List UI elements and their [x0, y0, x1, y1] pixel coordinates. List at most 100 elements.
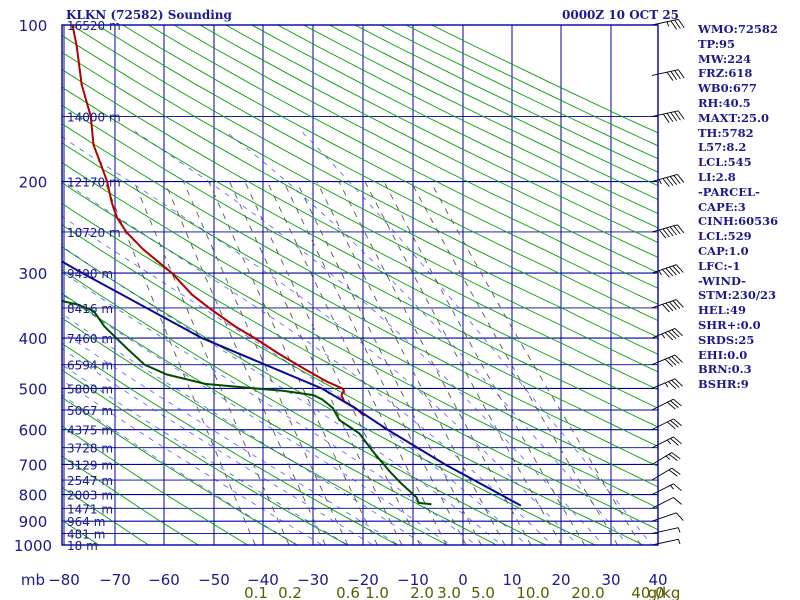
dry-adiabat-340 — [62, 162, 658, 488]
dry-adiabat-250 — [62, 369, 349, 545]
barb-flag — [666, 71, 674, 81]
height-label-100: 16520 m — [67, 19, 121, 33]
dry-adiabat-270 — [62, 317, 449, 545]
moist-adiabat--25 — [62, 379, 323, 545]
dry-adiabat-260 — [62, 342, 399, 545]
barb-flag — [668, 330, 677, 339]
barb-shaft — [651, 512, 677, 522]
dry-adiabat-310 — [62, 224, 645, 545]
dry-adiabat-230 — [62, 425, 249, 545]
barb-flag — [673, 398, 682, 407]
mixing-ratio-0.6 — [182, 181, 349, 545]
barb-shaft — [651, 418, 674, 431]
barb-flag — [674, 70, 681, 80]
wind-barb-450 — [651, 354, 683, 367]
mixing-ratio-15 — [364, 181, 563, 545]
stat-14: LCL:529 — [698, 229, 752, 244]
height-label-900: 964 m — [67, 515, 105, 529]
barb-flag — [675, 299, 684, 308]
barb-flag — [662, 228, 670, 238]
wind-barb-800 — [651, 483, 682, 496]
barb-flag — [673, 483, 682, 492]
wind-barb-200 — [651, 174, 685, 187]
pressure-unit-label: mb — [21, 571, 45, 589]
height-label-650: 3728 m — [67, 442, 113, 456]
barb-flag — [671, 379, 680, 388]
mixing-ratio-5 — [296, 181, 482, 545]
dry-adiabat-400 — [62, 51, 658, 373]
barb-flag — [674, 378, 683, 387]
pressure-label-400: 400 — [19, 330, 48, 348]
pressure-label-300: 300 — [19, 265, 48, 283]
barb-half — [665, 455, 670, 460]
barb-flag — [675, 264, 684, 273]
height-label-750: 2547 m — [67, 474, 113, 488]
barb-flag — [674, 328, 683, 337]
barb-flag — [666, 227, 674, 237]
barb-shaft — [651, 452, 673, 465]
mixing-ratio-20 — [383, 181, 586, 545]
mixing-label-1.0: 1.0 — [365, 584, 389, 600]
plot-area — [62, 25, 658, 545]
dry-adiabat-320 — [62, 202, 658, 531]
dry-adiabat-360 — [62, 123, 658, 447]
dry-adiabat-390 — [62, 68, 658, 391]
barb-flag — [674, 354, 683, 363]
stat-16: LFC:-1 — [698, 258, 741, 273]
barb-flag — [670, 420, 679, 428]
stat-13: CINH:60536 — [698, 214, 779, 229]
stat-1: TP:95 — [698, 36, 736, 51]
wind-barb-950 — [651, 527, 681, 534]
height-label-200: 12170 m — [67, 176, 121, 190]
pressure-label-600: 600 — [19, 422, 48, 440]
dry-adiabat-450 — [147, 25, 658, 289]
wind-barb-100 — [651, 18, 685, 30]
dry-adiabat-240 — [62, 396, 299, 545]
mixing-label-2.0: 2.0 — [410, 584, 434, 600]
stat-4: WB0:677 — [698, 81, 757, 96]
mixing-label-40.0: 40.0 — [631, 584, 664, 600]
barb-shaft — [651, 436, 674, 449]
barb-flag — [672, 300, 681, 309]
mixing-ratio-0.4 — [164, 181, 326, 545]
moist-adiabat--10 — [62, 331, 400, 545]
mixing-label-0.6: 0.6 — [336, 584, 360, 600]
wind-barb-650 — [651, 436, 682, 449]
barb-flag — [668, 301, 677, 311]
barb-flag — [677, 224, 685, 234]
plot-frame — [61, 24, 659, 546]
stat-11: -PARCEL- — [698, 184, 760, 199]
wind-barb-900 — [651, 512, 684, 522]
barb-shaft — [651, 538, 679, 546]
dry-adiabat-370 — [62, 104, 658, 428]
sounding-indices: WMO:72582 TP:95 MW:224 FRZ:618 WB0:677 RH:40.… — [698, 22, 778, 392]
stat-23: BRN:0.3 — [698, 362, 752, 377]
wind-barb-400 — [651, 328, 683, 341]
height-label-450: 6594 m — [67, 359, 113, 373]
pressure-label-900: 900 — [19, 513, 48, 531]
stat-17: -WIND- — [698, 273, 746, 288]
height-label-150: 14000 m — [67, 111, 121, 125]
mixing-ratio-1 — [208, 181, 378, 545]
barb-flag — [673, 436, 682, 445]
mixing-ratio-10 — [338, 181, 532, 545]
barb-shaft — [651, 69, 679, 76]
height-label-400: 7460 m — [67, 332, 113, 346]
temperature-label-20: 20 — [551, 571, 570, 589]
mixing-ratio-7 — [316, 181, 506, 545]
barb-half — [658, 270, 662, 276]
stat-12: CAPE:3 — [698, 199, 746, 214]
stat-7: TH:5782 — [698, 125, 754, 140]
barb-flag — [662, 178, 670, 187]
pressure-label-1000: 1000 — [14, 537, 52, 555]
moist-adiabat-35 — [224, 130, 629, 545]
temperature-label-0: 0 — [458, 571, 468, 589]
barb-flag — [677, 110, 685, 120]
height-label-300: 9490 m — [67, 267, 113, 281]
barb-shaft — [651, 467, 673, 481]
barb-flag — [670, 112, 678, 122]
mixing-ratio-30 — [410, 181, 619, 545]
dry-adiabat-440 — [121, 25, 658, 305]
barb-flag — [668, 381, 677, 390]
height-label-700: 3129 m — [67, 458, 113, 472]
